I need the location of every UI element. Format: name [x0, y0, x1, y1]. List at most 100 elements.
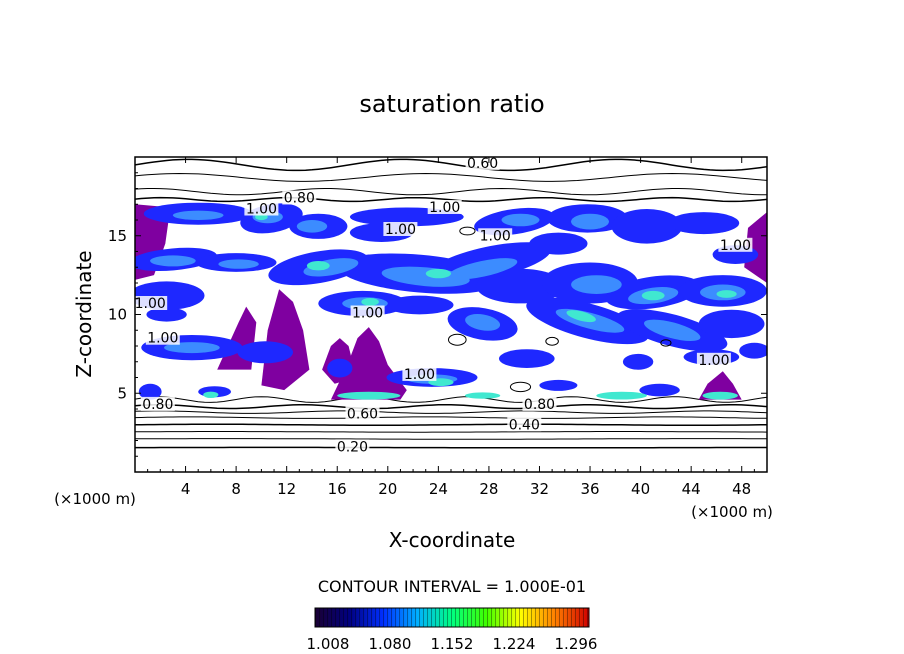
shade-lightblue — [571, 213, 609, 230]
colorbar-tick-label: 1.008 — [307, 635, 350, 653]
y-axis-label: Z-coordinate — [72, 250, 96, 377]
contour-label-bg — [282, 190, 317, 205]
contour-label: 1.00 — [698, 353, 729, 369]
shade-blue — [499, 349, 555, 368]
contour-label: 1.00 — [480, 228, 511, 244]
contour-line — [135, 431, 767, 433]
shade-blue — [138, 383, 162, 400]
contour-line — [135, 410, 767, 414]
shade-cyan — [566, 310, 596, 323]
x-tick-label: 20 — [378, 480, 397, 498]
colorbar-tick-label: 1.224 — [493, 635, 536, 653]
shade-blue — [146, 307, 187, 322]
shade-blue — [668, 212, 740, 235]
contour-label: 0.80 — [284, 191, 315, 207]
shade-cyan — [361, 298, 379, 306]
contour-line — [135, 438, 767, 440]
shade-blue — [385, 295, 454, 315]
contour-label: 1.00 — [720, 238, 751, 254]
contour-label: 0.80 — [524, 397, 555, 413]
x-tick-label: 12 — [277, 480, 296, 498]
shade-purple — [261, 289, 310, 391]
contour-label-bg — [345, 406, 380, 421]
shade-cyan — [716, 290, 737, 298]
chart-title: saturation ratio — [359, 90, 544, 118]
shade-lightblue — [447, 258, 518, 280]
contour-label: 1.00 — [429, 200, 460, 216]
contour-label: 0.20 — [337, 439, 368, 455]
contour-closed — [509, 381, 532, 393]
contour-line — [135, 396, 767, 403]
y-tick-label: 15 — [108, 227, 127, 245]
contour-label: 1.00 — [135, 296, 166, 312]
x-tick-label: 44 — [682, 480, 701, 498]
contour-closed — [459, 226, 476, 236]
z-unit-label: (×1000 m) — [54, 490, 136, 508]
contour-label-bg — [145, 330, 180, 345]
colorbar-tick-label: 1.152 — [431, 635, 474, 653]
contour-label-bg — [244, 201, 279, 216]
shade-cyan — [425, 268, 451, 279]
y-tick-label: 5 — [117, 384, 127, 402]
x-tick-label: 36 — [580, 480, 599, 498]
contour-closed — [660, 339, 672, 347]
x-axis-label: X-coordinate — [389, 528, 516, 552]
contour-label-bg — [696, 352, 731, 367]
contour-line — [135, 196, 767, 203]
shade-blue — [739, 342, 767, 359]
contour-closed — [448, 333, 467, 346]
shade-blue — [539, 379, 578, 391]
shade-cyan — [306, 261, 330, 271]
contour-line — [135, 172, 767, 182]
shade-blue — [529, 232, 588, 255]
contour-label: 1.00 — [246, 202, 277, 218]
contour-label-bg — [335, 439, 370, 454]
y-tick-label: 10 — [108, 306, 127, 324]
shade-blue — [698, 309, 765, 339]
shade-lightblue — [164, 342, 220, 354]
shade-purple — [330, 327, 407, 400]
shade-lightblue — [571, 275, 622, 294]
contour-label-bg — [402, 366, 437, 381]
shade-purple — [698, 371, 742, 400]
contour-label-bg — [140, 396, 175, 411]
contour-label-bg — [478, 228, 513, 243]
contour-label-bg — [465, 157, 500, 170]
colorbar — [314, 607, 590, 628]
contour-label: 1.00 — [147, 331, 178, 347]
colorbar-tick-label: 1.296 — [555, 635, 598, 653]
x-tick-label: 8 — [231, 480, 241, 498]
colorbar-lines — [315, 608, 589, 627]
contour-closed — [545, 336, 559, 346]
x-tick-label: 48 — [732, 480, 751, 498]
shade-cyan — [203, 391, 219, 398]
colorbar-frame — [314, 607, 590, 628]
contour-label-bg — [135, 296, 168, 310]
shade-lightblue — [150, 255, 196, 267]
shade-cyan — [702, 391, 738, 400]
contour-label-bg — [718, 237, 753, 252]
contour-label: 0.60 — [467, 156, 498, 172]
shade-lightblue — [465, 314, 501, 331]
shade-blue — [622, 353, 654, 370]
shade-cyan — [596, 391, 647, 400]
contour-line — [135, 158, 767, 172]
contour-line — [135, 403, 767, 410]
shade-cyan — [337, 391, 401, 400]
contour-line — [135, 187, 767, 196]
shade-blue — [611, 209, 683, 244]
shade-blue — [327, 358, 353, 378]
shade-blue — [476, 268, 565, 304]
shade-lightblue — [644, 319, 701, 342]
shade-cyan — [641, 290, 665, 301]
contour-label: 1.00 — [404, 367, 435, 383]
contour-label-bg — [350, 305, 385, 320]
contour-label-bg — [522, 396, 557, 411]
contour-interval-text: CONTOUR INTERVAL = 1.000E-01 — [318, 577, 586, 596]
shade-lightblue — [172, 210, 224, 220]
x-tick-label: 28 — [479, 480, 498, 498]
colorbar-tick-label: 1.080 — [369, 635, 412, 653]
contour-label-bg — [383, 222, 418, 236]
x-tick-label: 32 — [530, 480, 549, 498]
